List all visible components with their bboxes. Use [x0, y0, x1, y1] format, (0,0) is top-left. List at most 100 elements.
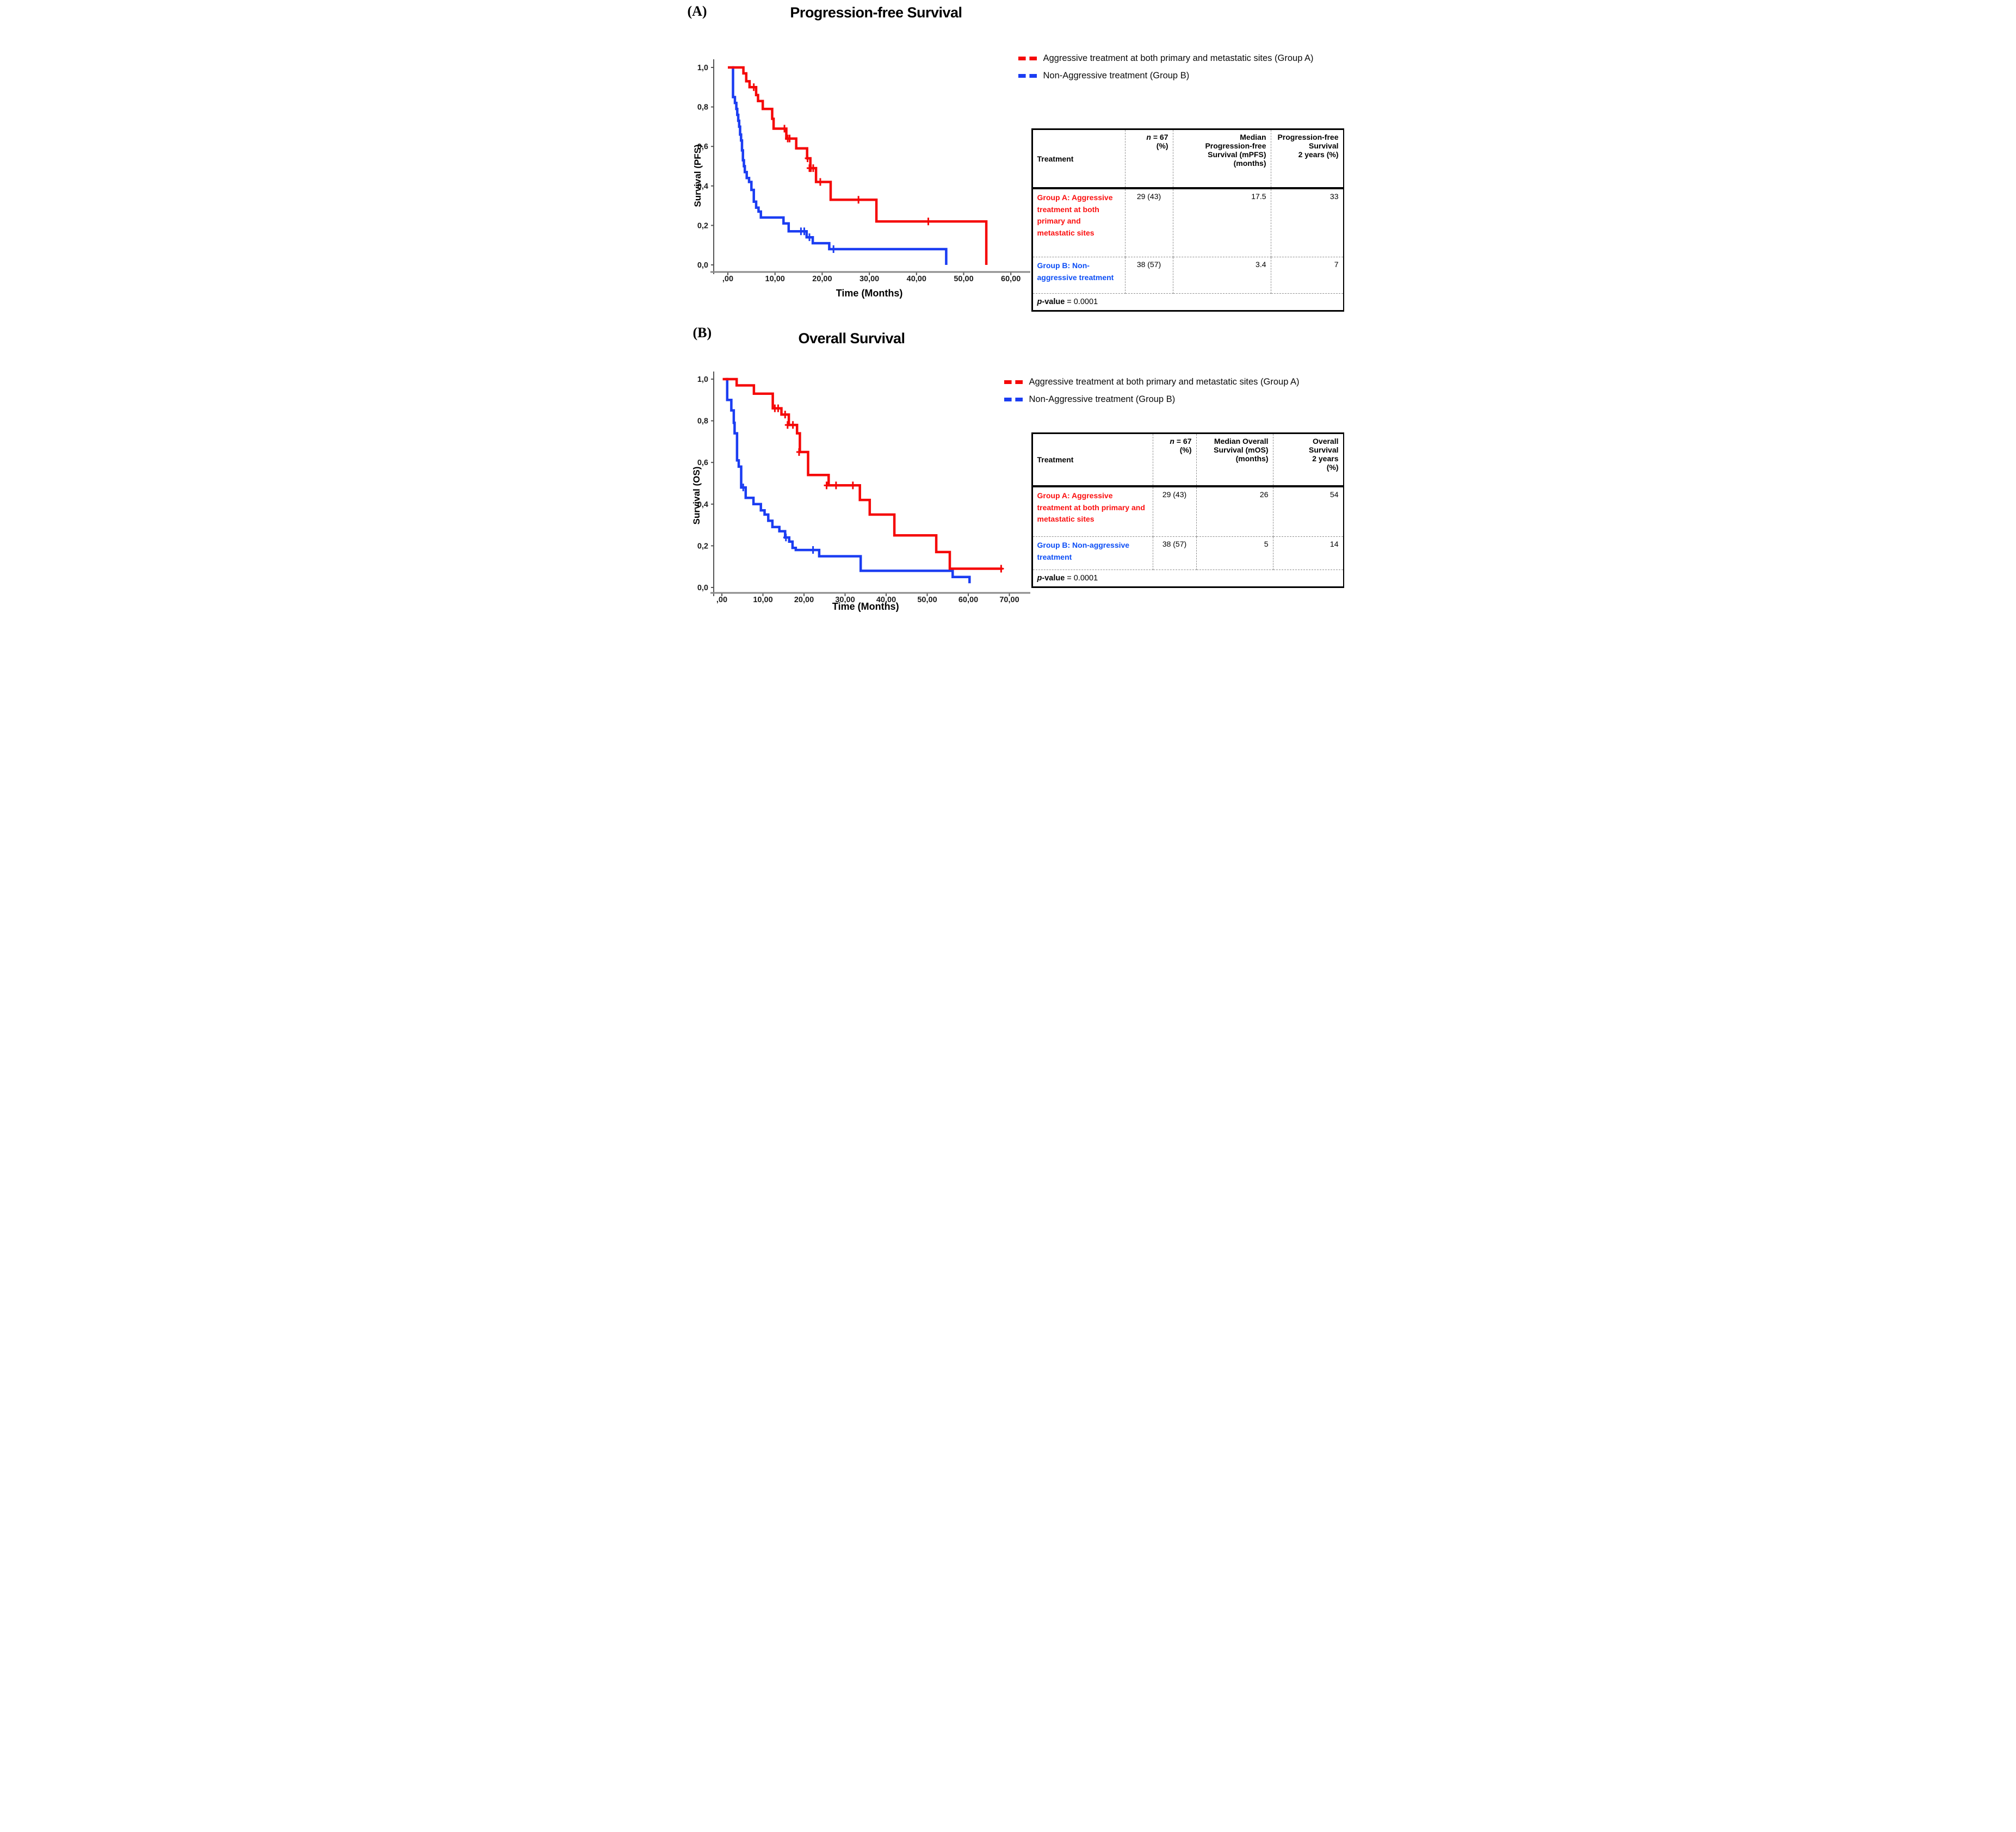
- y-tick-label: 1,0: [697, 64, 708, 72]
- censor-mark: [790, 421, 796, 429]
- table-row: Group A: Aggressive treatment at both pr…: [1032, 188, 1344, 257]
- censor-mark: [806, 233, 812, 242]
- panel-a-title: Progression-free Survival: [790, 4, 962, 21]
- legend-label-group-a: Aggressive treatment at both primary and…: [1029, 377, 1300, 387]
- censor-mark: [830, 245, 836, 253]
- y-tick-label: 1,0: [697, 375, 708, 384]
- x-tick-label: 40,00: [906, 275, 926, 283]
- x-tick-label: 60,00: [958, 596, 978, 604]
- table-row: Group B: Non-aggressive treatment 38 (57…: [1032, 536, 1344, 570]
- censor-mark: [781, 125, 787, 133]
- legend-item-group-b: Non-Aggressive treatment (Group B): [1004, 394, 1300, 405]
- x-tick-label: ,00: [716, 596, 727, 604]
- y-tick-label: 0,6: [697, 143, 708, 151]
- y-tick-label: 0,0: [697, 261, 708, 270]
- x-tick-label: 30,00: [835, 596, 855, 604]
- x-axis-label: Time (Months): [832, 601, 899, 612]
- x-tick-label: 30,00: [859, 275, 879, 283]
- pfs-y-axis-label: Survival (PFS): [692, 144, 703, 207]
- group-b-n: 38 (57): [1153, 536, 1197, 570]
- censor-mark: [801, 227, 807, 236]
- x-tick-label: 40,00: [876, 596, 895, 604]
- red-dashed-line-icon: [1004, 380, 1023, 384]
- group-a-label: Group A: Aggressive treatment at both pr…: [1032, 188, 1126, 257]
- legend-label-group-b: Non-Aggressive treatment (Group B): [1029, 394, 1176, 404]
- table-header-row: Treatment n = 67 (%) Median Overall Survi…: [1032, 433, 1344, 487]
- header-median-os: Median Overall Survival (mOS) (months): [1196, 433, 1273, 487]
- legend-item-group-b: Non-Aggressive treatment (Group B): [1018, 71, 1314, 81]
- group-a-2yr: 54: [1273, 486, 1344, 537]
- y-tick-label: 0,0: [697, 584, 708, 592]
- censor-mark: [810, 546, 816, 554]
- legend-label-group-b: Non-Aggressive treatment (Group B): [1043, 71, 1190, 81]
- pfs-stat-table: Treatment n = 67 (%) Median Progression-f…: [1031, 128, 1344, 312]
- group-b-2yr: 7: [1271, 257, 1344, 294]
- blue-dashed-line-icon: [1018, 74, 1037, 78]
- censor-mark: [850, 481, 856, 490]
- km-curve: [727, 66, 987, 265]
- p-value-row: p-value = 0.0001: [1032, 570, 1344, 587]
- group-a-median: 26: [1196, 486, 1273, 537]
- header-median-pfs: Median Progression-free Survival (mPFS) …: [1173, 129, 1271, 189]
- y-tick-label: 0,8: [697, 103, 708, 112]
- censor-mark: [810, 164, 816, 172]
- pfs-km-plot: 1,0 0,8 0,6 0,4 0,2 0,0 ,00 10,00 20,00 30,00 40,0…: [697, 59, 1030, 299]
- group-b-median: 5: [1196, 536, 1273, 570]
- legend-item-group-a: Aggressive treatment at both primary and…: [1004, 377, 1300, 387]
- header-os-2yr: Overall Survival 2 years (%): [1273, 433, 1344, 487]
- panel-a-tag: (A): [687, 3, 707, 19]
- table-header-row: Treatment n = 67 (%) Median Progression-f…: [1032, 129, 1344, 189]
- x-tick-label: 10,00: [753, 596, 772, 604]
- header-pfs-2yr: Progression-free Survival 2 years (%): [1271, 129, 1344, 189]
- censor-mark: [855, 196, 861, 204]
- group-a-median: 17.5: [1173, 188, 1271, 257]
- x-tick-label: 70,00: [999, 596, 1019, 604]
- km-curve: [731, 66, 948, 265]
- censor-mark: [787, 134, 793, 143]
- header-n: n = 67 (%): [1125, 129, 1173, 189]
- y-tick-label: 0,2: [697, 221, 708, 230]
- panel-b-legend: Aggressive treatment at both primary and…: [1004, 377, 1300, 405]
- figure-page: (A) Progression-free Survival Aggressive…: [672, 0, 1344, 612]
- x-tick-label: 50,00: [954, 275, 973, 283]
- km-curve: [722, 377, 1003, 570]
- red-dashed-line-icon: [1018, 57, 1037, 60]
- panel-a-legend: Aggressive treatment at both primary and…: [1018, 53, 1314, 81]
- group-a-n: 29 (43): [1153, 486, 1197, 537]
- x-tick-label: ,00: [722, 275, 733, 283]
- censor-mark: [817, 178, 823, 186]
- p-value-row: p-value = 0.0001: [1032, 294, 1344, 311]
- x-tick-label: 20,00: [794, 596, 813, 604]
- os-km-plot: 1,0 0,8 0,6 0,4 0,2 0,0 ,00 10,00 20,00 30,00 40,0…: [697, 372, 1030, 612]
- group-a-2yr: 33: [1271, 188, 1344, 257]
- group-b-label: Group B: Non-aggressive treatment: [1032, 536, 1153, 570]
- panel-b-title: Overall Survival: [798, 330, 905, 346]
- censor-mark: [833, 481, 839, 490]
- group-b-label: Group B: Non-aggressive treatment: [1032, 257, 1126, 294]
- y-tick-label: 0,6: [697, 459, 708, 467]
- group-a-n: 29 (43): [1125, 188, 1173, 257]
- y-tick-label: 0,4: [697, 182, 708, 191]
- censor-mark: [783, 534, 789, 542]
- os-stat-table: Treatment n = 67 (%) Median Overall Survi…: [1031, 432, 1344, 588]
- x-tick-label: 20,00: [812, 275, 832, 283]
- km-curve: [725, 377, 971, 584]
- x-axis-label: Time (Months): [836, 288, 902, 299]
- censor-mark: [782, 411, 788, 419]
- censor-mark: [751, 83, 757, 91]
- x-tick-label: 50,00: [917, 596, 937, 604]
- group-b-median: 3.4: [1173, 257, 1271, 294]
- censor-mark: [740, 484, 746, 492]
- censor-mark: [824, 481, 830, 490]
- censor-mark: [998, 565, 1004, 573]
- censor-mark: [796, 448, 802, 456]
- header-n: n = 67 (%): [1153, 433, 1197, 487]
- group-b-n: 38 (57): [1125, 257, 1173, 294]
- p-value-text: p-value = 0.0001: [1037, 574, 1098, 583]
- y-tick-label: 0,2: [697, 542, 708, 550]
- table-row: Group B: Non-aggressive treatment 38 (57…: [1032, 257, 1344, 294]
- y-tick-label: 0,4: [697, 500, 708, 509]
- censor-mark: [775, 404, 781, 412]
- censor-mark: [784, 421, 790, 429]
- censor-mark: [805, 154, 811, 162]
